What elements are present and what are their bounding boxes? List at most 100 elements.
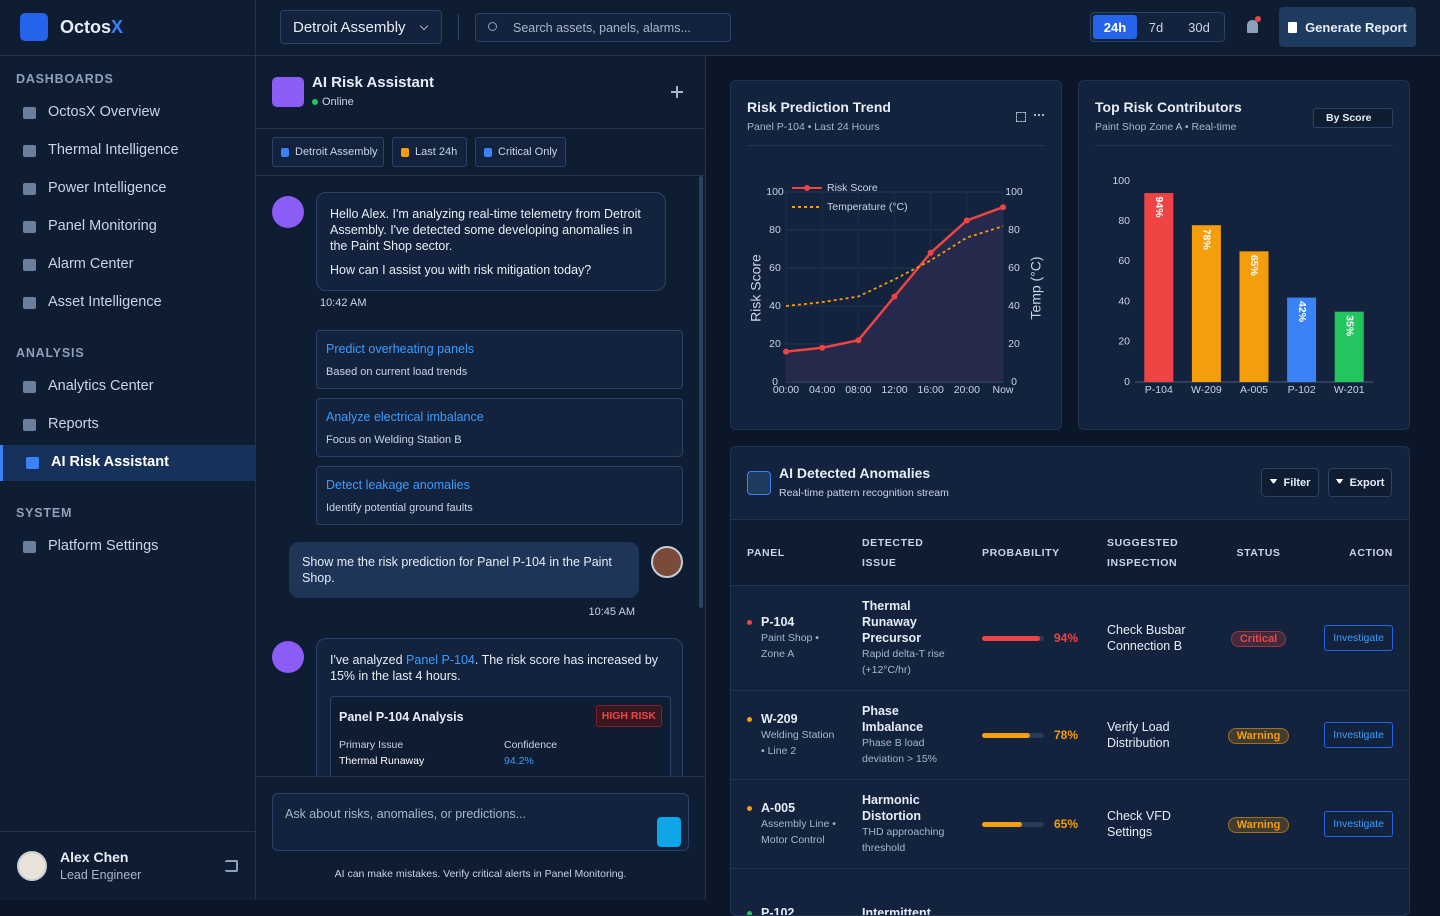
point	[891, 293, 898, 300]
panel-cell: P-102	[747, 905, 862, 916]
x-tick-label: W-209	[1191, 384, 1222, 396]
chat-input[interactable]: Ask about risks, anomalies, or predictio…	[272, 793, 689, 851]
section-title: SYSTEM	[16, 506, 73, 520]
range-button[interactable]: 30d	[1175, 15, 1223, 39]
expand-icon[interactable]	[1016, 112, 1026, 122]
status-cell: Warning	[1222, 728, 1295, 744]
disclaimer: AI can make mistakes. Verify critical al…	[334, 868, 627, 880]
panel-id: P-104	[761, 615, 795, 629]
nav-item[interactable]: Panel Monitoring	[48, 218, 157, 234]
send-button[interactable]	[657, 817, 681, 847]
reply-after: . The risk score has increased by 15% in…	[330, 653, 659, 683]
bar	[1191, 225, 1221, 382]
filter-chip[interactable]: Critical Only	[475, 137, 566, 167]
investigate-button[interactable]: Investigate	[1324, 722, 1393, 748]
user-bubble: Show me the risk prediction for Panel P-…	[289, 542, 639, 598]
brand: OctosX	[60, 17, 123, 38]
probability-label: 65%	[1054, 817, 1079, 831]
nav-icon	[23, 419, 36, 431]
nav-item[interactable]: Analytics Center	[48, 378, 154, 394]
nav-item[interactable]: Power Intelligence	[48, 180, 167, 196]
panel-cell: A-005 Assembly Line • Motor Control	[747, 800, 862, 848]
sort-dropdown[interactable]: By Score	[1313, 108, 1393, 128]
active-indicator	[0, 445, 3, 481]
nav-item[interactable]: Reports	[48, 416, 99, 432]
status-badge: Warning	[1227, 817, 1290, 833]
status-dot	[747, 620, 752, 625]
range-button[interactable]: 7d	[1137, 15, 1175, 39]
user-text: Show me the risk prediction for Panel P-…	[302, 555, 612, 585]
range-label: 30d	[1188, 19, 1210, 35]
suggestion[interactable]: Analyze electrical imbalance Focus on Wel…	[316, 398, 683, 457]
action-cell: Investigate	[1295, 722, 1409, 748]
topbar: Detroit Assembly Search assets, panels, a…	[256, 0, 1440, 56]
site-selector[interactable]: Detroit Assembly	[280, 10, 442, 44]
nav-item[interactable]: AI Risk Assistant	[51, 454, 169, 470]
nav-icon	[23, 297, 36, 309]
legend-label: Risk Score	[827, 182, 878, 194]
report-button[interactable]: Generate Report	[1279, 7, 1416, 47]
point	[855, 337, 862, 344]
point	[783, 348, 789, 355]
more-icon[interactable]	[1034, 114, 1044, 116]
nav-item[interactable]: Alarm Center	[48, 256, 134, 272]
probability-bar	[982, 821, 1023, 827]
column-header: PANEL	[747, 546, 785, 559]
filter-chip[interactable]: Detroit Assembly	[272, 137, 384, 167]
suggestion-subtitle: Based on current load trends	[326, 366, 468, 378]
reply-link[interactable]: Panel P-104	[406, 653, 475, 667]
suggestion-subtitle: Identify potential ground faults	[326, 502, 473, 514]
column-header: DETECTED ISSUE	[862, 536, 924, 569]
nav-item[interactable]: Thermal Intelligence	[48, 142, 179, 158]
status-cell: Critical	[1222, 631, 1295, 647]
range-button[interactable]: 24h	[1093, 15, 1137, 39]
nav-item[interactable]: OctosX Overview	[48, 104, 160, 120]
suggestion[interactable]: Predict overheating panels Based on curre…	[316, 330, 683, 389]
bar	[1239, 251, 1269, 382]
panel-id: P-102	[761, 906, 795, 916]
table-row: P-102 Intermittent	[731, 868, 1409, 916]
search-placeholder: Search assets, panels, alarms...	[513, 21, 691, 35]
table-button[interactable]: Export	[1328, 468, 1392, 497]
y-tick-label: 40	[769, 300, 781, 312]
messages: Hello Alex. I'm analyzing real-time tele…	[256, 176, 705, 776]
filter-chip[interactable]: Last 24h	[392, 137, 467, 167]
button-label: Filter	[1283, 476, 1311, 489]
probability-cell: 65%	[982, 817, 1107, 831]
table-header: PANEL DETECTED ISSUE PROBABILITY SUGGESTED …	[731, 519, 1409, 585]
suggestion[interactable]: Detect leakage anomalies Identify potenti…	[316, 466, 683, 525]
probability-label: 78%	[1054, 728, 1079, 742]
user-name: Alex Chen	[60, 849, 129, 865]
message-time: 10:45 AM	[588, 606, 635, 618]
bell-dot	[1255, 16, 1261, 22]
bot-text: How can I assist you with risk mitigatio…	[330, 263, 592, 277]
suggestion-title: Detect leakage anomalies	[326, 478, 470, 492]
field-value: 94.2%	[504, 755, 534, 767]
x-tick-label: A-005	[1240, 384, 1268, 396]
chart-svg: 0 20 40 60 80 100 94% P-104 78% W-209 65% A-005 42% P…	[1112, 175, 1373, 396]
point	[1000, 204, 1006, 211]
chat-title: AI Risk Assistant	[312, 74, 434, 91]
section-title: ANALYSIS	[16, 346, 85, 360]
chart-subtitle: Paint Shop Zone A • Real-time	[1095, 121, 1237, 133]
investigate-button[interactable]: Investigate	[1324, 625, 1393, 651]
nav-item[interactable]: Platform Settings	[48, 538, 159, 554]
nav-item[interactable]: Asset Intelligence	[48, 294, 162, 310]
logout-icon[interactable]	[225, 860, 238, 872]
area	[786, 207, 1003, 382]
bell-icon[interactable]	[1247, 20, 1258, 33]
field-label: Confidence	[504, 739, 558, 751]
investigate-button[interactable]: Investigate	[1324, 811, 1393, 837]
reply-text: I've analyzed Panel P-104. The risk scor…	[330, 652, 669, 684]
table-button[interactable]: Filter	[1261, 468, 1319, 497]
user-avatar	[17, 851, 47, 881]
search-box[interactable]: Search assets, panels, alarms...	[475, 13, 731, 42]
y2-tick-label: 60	[1008, 262, 1020, 274]
range-label: 24h	[1103, 19, 1127, 35]
x-tick-label: 04:00	[809, 384, 835, 396]
filter-label: Critical Only	[498, 146, 558, 158]
filter-icon	[484, 147, 492, 157]
probability-track	[982, 732, 1044, 738]
table-subtitle: Real-time pattern recognition stream	[779, 487, 949, 499]
